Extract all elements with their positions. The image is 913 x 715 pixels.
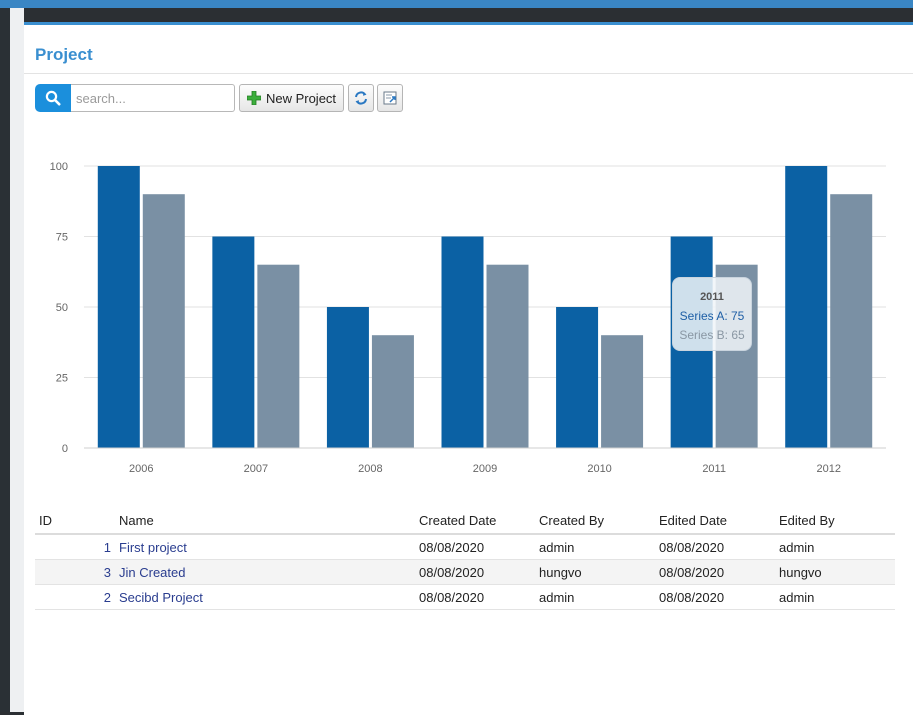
cell-edited-by: admin — [775, 534, 895, 560]
y-tick-label: 100 — [50, 161, 68, 173]
cell-edited-date: 08/08/2020 — [655, 534, 775, 560]
cell-edited-date: 08/08/2020 — [655, 584, 775, 610]
project-panel: Project New Project 0 2 — [24, 22, 913, 715]
project-table: ID Name Created Date Created By Edited D… — [35, 508, 895, 610]
y-tick-label: 50 — [56, 302, 68, 314]
refresh-icon — [355, 91, 367, 105]
bar-series-a[interactable] — [785, 166, 828, 448]
x-tick-label: 2008 — [358, 463, 382, 475]
search-icon — [45, 90, 61, 106]
col-id[interactable]: ID — [35, 508, 115, 535]
x-tick-label: 2009 — [473, 463, 497, 475]
cell-id: 2 — [35, 584, 115, 610]
bar-series-b[interactable] — [142, 194, 185, 448]
plus-icon — [246, 91, 261, 105]
sidebar — [0, 8, 10, 712]
bar-series-a[interactable] — [326, 307, 369, 448]
x-tick-label: 2012 — [816, 463, 840, 475]
x-tick-label: 2007 — [244, 463, 268, 475]
search-input[interactable] — [71, 84, 235, 112]
cell-created-by: hungvo — [535, 559, 655, 585]
tooltip-title: 2011 — [700, 291, 724, 303]
x-tick-label: 2006 — [129, 463, 153, 475]
table-row[interactable]: 1 First project 08/08/2020 admin 08/08/2… — [35, 534, 895, 560]
project-name-link[interactable]: First project — [115, 534, 415, 560]
export-button[interactable] — [377, 84, 403, 112]
bar-series-a[interactable] — [212, 236, 255, 449]
table-row[interactable]: 2 Secibd Project 08/08/2020 admin 08/08/… — [35, 584, 895, 610]
col-edited-date[interactable]: Edited Date — [655, 508, 775, 535]
project-name-link[interactable]: Secibd Project — [115, 584, 415, 610]
x-tick-label: 2010 — [587, 463, 611, 475]
bar-series-b[interactable] — [486, 264, 529, 448]
refresh-button[interactable] — [348, 84, 374, 112]
cell-created-by: admin — [535, 534, 655, 560]
y-tick-label: 75 — [56, 232, 68, 244]
bar-series-a[interactable] — [556, 307, 599, 448]
app-top-bar — [0, 0, 913, 8]
bar-series-a[interactable] — [441, 236, 484, 449]
cell-edited-by: hungvo — [775, 559, 895, 585]
y-tick-label: 25 — [56, 373, 68, 385]
table-row[interactable]: 3 Jin Created 08/08/2020 hungvo 08/08/20… — [35, 559, 895, 585]
cell-edited-date: 08/08/2020 — [655, 559, 775, 585]
x-tick-label: 2011 — [702, 463, 726, 475]
new-project-label: New Project — [265, 90, 337, 106]
project-name-link[interactable]: Jin Created — [115, 559, 415, 585]
tooltip-series-a: Series A: 75 — [679, 309, 745, 323]
title-divider — [24, 73, 913, 74]
cell-created-date: 08/08/2020 — [415, 534, 535, 560]
bar-series-b[interactable] — [371, 335, 414, 448]
export-icon — [383, 91, 397, 105]
bar-series-b[interactable] — [830, 194, 873, 448]
cell-created-by: admin — [535, 584, 655, 610]
cell-id: 3 — [35, 559, 115, 585]
tooltip-series-b: Series B: 65 — [679, 328, 745, 342]
page-title: Project — [35, 45, 93, 64]
chart-tooltip: 2011 Series A: 75 Series B: 65 — [672, 277, 752, 351]
col-edited-by[interactable]: Edited By — [775, 508, 895, 535]
bar-series-b[interactable] — [601, 335, 644, 448]
cell-created-date: 08/08/2020 — [415, 584, 535, 610]
bar-chart: 0 25 50 75 100 2006 2007 2008 2009 2010 2011 2012 — [50, 161, 886, 475]
table-header-row: ID Name Created Date Created By Edited D… — [35, 508, 895, 535]
col-created-date[interactable]: Created Date — [415, 508, 535, 535]
new-project-button[interactable]: New Project — [239, 84, 344, 112]
bar-series-b[interactable] — [257, 264, 300, 448]
search-box — [35, 84, 235, 112]
cell-created-date: 08/08/2020 — [415, 559, 535, 585]
col-name[interactable]: Name — [115, 508, 415, 535]
cell-id: 1 — [35, 534, 115, 560]
y-tick-label: 0 — [62, 443, 68, 455]
cell-edited-by: admin — [775, 584, 895, 610]
sidebar-edge — [10, 8, 24, 712]
search-button[interactable] — [35, 84, 71, 112]
col-created-by[interactable]: Created By — [535, 508, 655, 535]
bar-series-a[interactable] — [97, 166, 140, 448]
